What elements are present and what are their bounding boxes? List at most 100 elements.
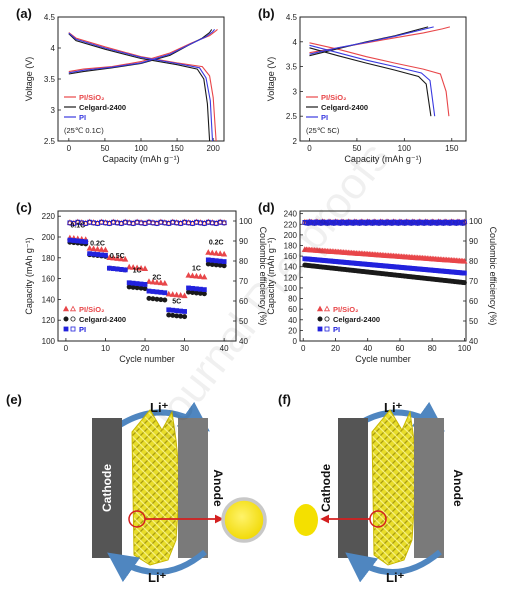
data-point bbox=[110, 266, 116, 272]
data-point bbox=[153, 279, 160, 285]
data-point bbox=[134, 281, 140, 286]
data-point bbox=[186, 289, 192, 295]
data-point bbox=[161, 279, 168, 286]
x-tick-label: 60 bbox=[395, 344, 404, 353]
data-point bbox=[182, 309, 187, 314]
y2-tick-label: 50 bbox=[469, 317, 478, 326]
y2-axis-label: Coulombic efficiency (%) bbox=[488, 227, 498, 326]
data-point bbox=[130, 284, 136, 290]
legend-entry: PI bbox=[321, 113, 328, 122]
ce-point bbox=[197, 219, 204, 225]
ce-point bbox=[221, 219, 228, 225]
legend-marker bbox=[70, 316, 76, 322]
y-tick-label: 220 bbox=[284, 220, 298, 229]
data-point bbox=[193, 290, 199, 296]
y-tick-label: 60 bbox=[288, 305, 297, 314]
data-point bbox=[461, 270, 467, 276]
y-tick-label: 160 bbox=[284, 252, 298, 261]
y-tick-label: 0 bbox=[293, 337, 298, 346]
rate-label: 1C bbox=[133, 267, 142, 274]
x-tick-label: 150 bbox=[445, 144, 459, 153]
data-point bbox=[122, 256, 129, 262]
data-point bbox=[141, 265, 149, 272]
ce-point bbox=[461, 219, 467, 225]
y2-tick-label: 70 bbox=[469, 277, 478, 286]
uncoated-particle-icon bbox=[294, 504, 318, 536]
y-tick-label: 3.5 bbox=[44, 75, 56, 84]
schematic-f: (f) Li⁺ Cathode Anode Li⁺ bbox=[278, 392, 465, 585]
x-tick-label: 10 bbox=[101, 344, 110, 353]
y-tick-label: 4 bbox=[51, 44, 56, 53]
data-point bbox=[110, 254, 117, 261]
data-point bbox=[134, 264, 141, 271]
data-point bbox=[197, 290, 203, 296]
y2-tick-label: 90 bbox=[469, 237, 478, 246]
x-tick-label: 0 bbox=[307, 144, 312, 153]
legend-entry: PI/SiO₂ bbox=[79, 305, 104, 314]
panel-label: (b) bbox=[258, 6, 275, 21]
y-tick-label: 220 bbox=[42, 212, 56, 221]
y-tick-label: 200 bbox=[284, 231, 298, 240]
data-point bbox=[205, 261, 211, 267]
data-point bbox=[169, 291, 176, 297]
legend-marker bbox=[317, 326, 323, 332]
anode-label-e: Anode bbox=[211, 469, 225, 507]
panel-label: (a) bbox=[16, 6, 32, 21]
data-point bbox=[126, 284, 132, 290]
data-point bbox=[114, 266, 120, 272]
y-tick-label: 160 bbox=[42, 275, 56, 284]
data-point bbox=[142, 286, 148, 292]
y-tick-label: 4 bbox=[293, 38, 298, 47]
anode-label-f: Anode bbox=[451, 469, 465, 507]
data-point bbox=[154, 289, 160, 295]
data-point bbox=[209, 249, 216, 256]
ce-point bbox=[114, 219, 121, 225]
y-tick-label: 140 bbox=[42, 295, 56, 304]
y-tick-label: 4.5 bbox=[44, 13, 56, 22]
schematic-e: (e) Li⁺ Cathode Anode Li⁺ bbox=[6, 392, 267, 585]
data-point bbox=[213, 258, 219, 264]
data-point bbox=[178, 313, 184, 319]
legend-entry: PI bbox=[79, 325, 86, 334]
data-point bbox=[162, 297, 168, 303]
plot-frame bbox=[57, 16, 225, 142]
data-point bbox=[162, 290, 168, 296]
x-tick-label: 100 bbox=[458, 344, 472, 353]
data-point bbox=[138, 285, 144, 291]
x-axis-label: Capacity (mAh g⁻¹) bbox=[344, 154, 421, 164]
data-point bbox=[174, 308, 180, 314]
x-tick-label: 200 bbox=[206, 144, 220, 153]
chart-panel-d: 0 20 40 60 80 1000204060801001201401601802002… bbox=[258, 200, 498, 364]
data-point bbox=[185, 272, 192, 278]
data-point bbox=[193, 272, 200, 279]
x-tick-label: 100 bbox=[398, 144, 412, 153]
legend-entry: PI bbox=[79, 113, 86, 122]
ce-point bbox=[137, 219, 145, 225]
series-line-charge bbox=[68, 28, 218, 73]
data-point bbox=[99, 252, 104, 258]
y-axis-label: Voltage (V) bbox=[24, 57, 34, 102]
legend-entry: Celgard-2400 bbox=[333, 315, 380, 324]
y-tick-label: 80 bbox=[288, 295, 297, 304]
data-point bbox=[98, 246, 105, 252]
ce-point bbox=[173, 219, 180, 225]
li-label-bottom-e: Li⁺ bbox=[148, 570, 167, 585]
data-point bbox=[118, 267, 124, 272]
data-point bbox=[221, 250, 228, 257]
data-point bbox=[217, 258, 223, 264]
data-point bbox=[150, 296, 156, 302]
y-axis-label: Voltage (V) bbox=[266, 57, 276, 102]
ce-point bbox=[149, 219, 157, 225]
y-tick-label: 120 bbox=[42, 316, 56, 325]
data-point bbox=[157, 279, 164, 286]
x-tick-label: 150 bbox=[170, 144, 184, 153]
y2-tick-label: 90 bbox=[239, 237, 248, 246]
data-point bbox=[213, 262, 219, 268]
rate-label: 2C bbox=[152, 275, 161, 282]
ce-point bbox=[66, 219, 73, 225]
x-tick-label: 50 bbox=[100, 144, 109, 153]
plot-frame bbox=[57, 210, 237, 342]
data-point bbox=[166, 307, 172, 313]
data-point bbox=[461, 257, 468, 264]
data-point bbox=[67, 237, 73, 243]
